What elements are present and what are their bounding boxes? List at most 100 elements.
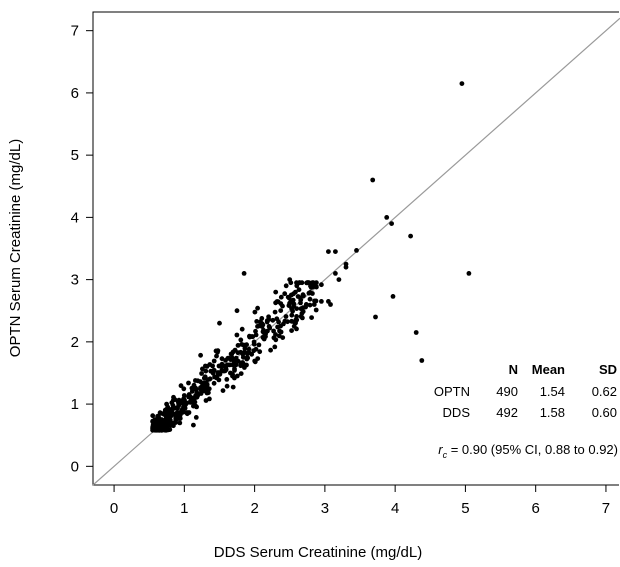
data-point xyxy=(295,294,301,299)
data-point xyxy=(188,398,194,404)
data-point xyxy=(162,409,168,415)
data-point xyxy=(290,297,296,303)
x-tick-label-5: 5 xyxy=(461,500,469,517)
y-tick-label-5: 5 xyxy=(71,147,79,164)
data-point xyxy=(273,289,279,295)
data-points xyxy=(150,81,472,433)
rc-subscript: c xyxy=(443,450,448,460)
data-point xyxy=(253,346,259,352)
data-point xyxy=(276,319,281,325)
data-point xyxy=(167,420,173,426)
data-point xyxy=(244,362,249,368)
data-point xyxy=(175,405,180,411)
data-point xyxy=(244,342,250,348)
data-point xyxy=(294,326,299,332)
data-point xyxy=(150,413,156,419)
data-point xyxy=(234,373,240,379)
data-point xyxy=(287,277,293,282)
y-tick-label-4: 4 xyxy=(71,209,79,226)
data-point xyxy=(285,319,290,325)
data-point xyxy=(244,356,250,362)
x-tick-label-1: 1 xyxy=(180,500,188,517)
stats-cell-optn-1: 490 xyxy=(496,384,518,399)
x-axis-title: DDS Serum Creatinine (mg/dL) xyxy=(214,544,422,561)
y-tick-label-2: 2 xyxy=(71,334,79,351)
data-point xyxy=(260,322,266,328)
data-point xyxy=(319,299,324,304)
data-point xyxy=(177,416,183,421)
data-point xyxy=(217,320,222,326)
data-point xyxy=(238,337,244,343)
data-point xyxy=(220,388,226,393)
data-point xyxy=(268,347,273,353)
data-point xyxy=(199,371,205,376)
data-point xyxy=(300,315,305,321)
data-point xyxy=(291,304,297,309)
stats-header-mean: Mean xyxy=(532,362,565,377)
data-point xyxy=(262,330,267,336)
data-point xyxy=(182,405,188,411)
data-point xyxy=(289,318,294,324)
correlation-annotation: rc = 0.90 (95% CI, 0.88 to 0.92) xyxy=(438,442,618,460)
data-point xyxy=(256,342,262,348)
data-point xyxy=(413,330,419,335)
data-point xyxy=(202,375,207,381)
data-point xyxy=(255,305,260,311)
data-point xyxy=(336,277,342,282)
data-point xyxy=(235,343,241,348)
data-point xyxy=(303,304,308,310)
stats-cell-dds-1: 492 xyxy=(496,405,518,420)
data-point xyxy=(311,283,317,289)
data-point xyxy=(264,318,270,323)
x-tick-label-0: 0 xyxy=(110,500,118,517)
data-point xyxy=(181,386,187,392)
data-point xyxy=(184,411,190,417)
data-point xyxy=(289,328,294,333)
data-point xyxy=(270,317,276,323)
data-point xyxy=(213,348,219,354)
data-point xyxy=(296,287,302,293)
data-point xyxy=(252,359,258,365)
data-point xyxy=(271,328,276,334)
stats-cell-dds-3: 0.60 xyxy=(592,405,617,420)
data-point xyxy=(219,361,225,367)
data-point xyxy=(301,293,306,299)
data-point xyxy=(211,380,217,386)
data-point xyxy=(333,271,338,276)
data-point xyxy=(187,394,193,400)
data-point xyxy=(178,383,184,389)
y-axis-title: OPTN Serum Creatinine (mg/dL) xyxy=(7,139,24,357)
data-point xyxy=(211,368,217,373)
data-point xyxy=(283,314,289,319)
data-point xyxy=(198,391,204,396)
data-point xyxy=(280,303,285,309)
data-point xyxy=(246,346,252,352)
plot-frame xyxy=(92,11,619,486)
data-point xyxy=(384,215,390,220)
y-tick-label-6: 6 xyxy=(71,85,79,102)
data-point xyxy=(390,294,396,299)
data-point xyxy=(203,363,208,369)
stats-header-n: N xyxy=(509,362,518,377)
data-point xyxy=(152,417,158,423)
data-point xyxy=(238,371,244,376)
data-point xyxy=(241,271,247,276)
data-point xyxy=(309,315,314,320)
data-point xyxy=(307,290,313,295)
data-point xyxy=(370,177,376,183)
data-point xyxy=(299,280,305,286)
data-point xyxy=(223,363,229,369)
data-point xyxy=(257,349,263,355)
data-point xyxy=(408,233,413,239)
data-point xyxy=(224,377,230,382)
data-point xyxy=(271,335,277,341)
data-point xyxy=(278,294,284,300)
stats-table: N Mean SD OPTN 490 1.54 0.62 DDS 492 1.58 0.60 xyxy=(434,362,617,420)
data-point xyxy=(254,319,260,324)
data-point xyxy=(171,394,176,400)
x-tick-label-3: 3 xyxy=(321,500,329,517)
data-point xyxy=(308,283,313,289)
y-tick-label-0: 0 xyxy=(71,458,79,475)
data-point xyxy=(293,289,298,295)
data-point xyxy=(193,403,199,409)
